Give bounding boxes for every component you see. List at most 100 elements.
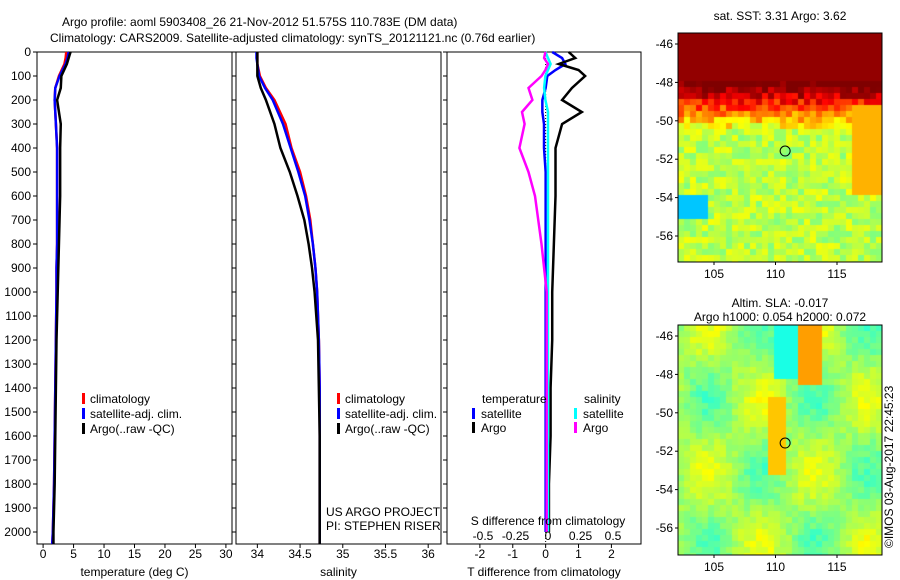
sla-map-image bbox=[678, 325, 882, 555]
legend-label: Argo(..raw -QC) bbox=[345, 422, 430, 436]
legend-swatch bbox=[337, 393, 340, 404]
y-tick-label: 1300 bbox=[4, 357, 31, 371]
legend-label: Argo bbox=[583, 421, 609, 435]
x-tick-label: 35 bbox=[336, 547, 350, 561]
y-tick-label: 1700 bbox=[4, 453, 31, 467]
legend-label: climatology bbox=[90, 392, 150, 406]
profile-line-2 bbox=[256, 52, 321, 544]
legend-label: satellite bbox=[481, 407, 522, 421]
annotation: PI: STEPHEN RISER bbox=[326, 519, 441, 533]
profile-line-2 bbox=[52, 51, 72, 544]
y-tick-label: 100 bbox=[11, 69, 31, 83]
lat-tick-label: -48 bbox=[656, 75, 674, 89]
y-tick-label: 1600 bbox=[4, 429, 31, 443]
y-tick-label: 200 bbox=[11, 93, 31, 107]
x2-tick-label: 0.5 bbox=[605, 529, 622, 543]
y-tick-label: 1400 bbox=[4, 381, 31, 395]
x2-tick-label: 0.25 bbox=[569, 529, 593, 543]
x2-tick-label: -0.25 bbox=[502, 529, 530, 543]
map-frame bbox=[677, 324, 883, 556]
legend-swatch bbox=[337, 408, 340, 419]
x-tick-label: 35.5 bbox=[374, 547, 398, 561]
x-tick-label: 1 bbox=[575, 547, 582, 561]
y-tick-label: 1800 bbox=[4, 477, 31, 491]
legend-label: climatology bbox=[345, 392, 405, 406]
lat-tick-label: -56 bbox=[656, 229, 674, 243]
sst-map-axes: sat. SST: 3.31 Argo: 3.62 -46 -48 -50 -52 -54… bbox=[656, 9, 883, 281]
plot-frame bbox=[36, 51, 233, 545]
lat-tick-label: -54 bbox=[656, 191, 674, 205]
temperature-panel: 0100200300400500600700800900100011001200… bbox=[4, 45, 233, 579]
map-title: sat. SST: 3.31 Argo: 3.62 bbox=[714, 9, 847, 23]
title-line1: Argo profile: aoml 5903408_26 21-Nov-201… bbox=[62, 15, 457, 29]
argo-location-marker bbox=[779, 437, 791, 449]
x-tick-label: 5 bbox=[70, 547, 77, 561]
lat-tick-label: -46 bbox=[656, 37, 674, 51]
map-frame bbox=[677, 32, 883, 263]
legend-swatch bbox=[472, 422, 475, 433]
legend-label: Argo(..raw -QC) bbox=[90, 422, 175, 436]
y-tick-label: 600 bbox=[11, 189, 31, 203]
lon-tick-label: 110 bbox=[766, 267, 785, 281]
argo-location-marker bbox=[779, 145, 791, 157]
y-tick-label: 500 bbox=[11, 165, 31, 179]
legend-swatch bbox=[472, 408, 475, 419]
difference-panel: -2 -1 0 1 2 T difference from climatology temp… bbox=[443, 50, 642, 579]
x-tick-label: -2 bbox=[475, 547, 486, 561]
lon-tick-label: 105 bbox=[704, 560, 724, 574]
lon-tick-label: 115 bbox=[827, 560, 846, 574]
legend-swatch bbox=[82, 408, 85, 419]
y-tick-label: 400 bbox=[11, 141, 31, 155]
sst-map-image bbox=[678, 33, 882, 262]
x-axis-label: salinity bbox=[320, 565, 357, 579]
lat-tick-label: -50 bbox=[656, 406, 674, 420]
annotation: US ARGO PROJECT bbox=[326, 505, 441, 519]
lat-tick-label: -46 bbox=[656, 329, 674, 343]
map-title: Altim. SLA: -0.017 bbox=[732, 296, 829, 310]
map-title-2: Argo h1000: 0.054 h2000: 0.072 bbox=[694, 310, 866, 324]
legend-title: salinity bbox=[584, 392, 621, 406]
x-tick-label: 0 bbox=[40, 547, 47, 561]
x-tick-label: 34.5 bbox=[288, 547, 312, 561]
x-tick-label: 20 bbox=[158, 547, 172, 561]
credit-text: ©IMOS 03-Aug-2017 22:45:23 bbox=[882, 385, 896, 548]
lat-tick-label: -52 bbox=[656, 444, 674, 458]
x-tick-label: 36 bbox=[422, 547, 436, 561]
profile-line-0 bbox=[256, 52, 321, 544]
x-axis-label: temperature (deg C) bbox=[80, 565, 188, 579]
x2-tick-label: 0 bbox=[545, 529, 552, 543]
y-tick-label: 1100 bbox=[5, 309, 31, 323]
legend-label: satellite-adj. clim. bbox=[90, 407, 182, 421]
title-line2: Climatology: CARS2009. Satellite-adjuste… bbox=[50, 31, 535, 45]
y-tick-label: 0 bbox=[24, 45, 31, 59]
profile-line-1 bbox=[255, 52, 321, 544]
legend-swatch bbox=[574, 422, 577, 433]
lat-tick-label: -50 bbox=[656, 114, 674, 128]
lat-tick-label: -56 bbox=[656, 521, 674, 535]
y-tick-label: 1500 bbox=[4, 405, 31, 419]
legend-swatch bbox=[574, 408, 577, 419]
y-tick-label: 1000 bbox=[4, 285, 31, 299]
x-tick-label: 30 bbox=[219, 547, 233, 561]
x2-axis-label: S difference from climatology bbox=[471, 514, 626, 528]
y-tick-label: 700 bbox=[11, 213, 31, 227]
x-tick-label: 15 bbox=[128, 547, 142, 561]
legend-label: Argo bbox=[481, 421, 507, 435]
x-tick-label: -1 bbox=[507, 547, 518, 561]
legend-label: satellite bbox=[583, 407, 624, 421]
x-tick-label: 2 bbox=[608, 547, 615, 561]
legend-label: satellite-adj. clim. bbox=[345, 407, 437, 421]
x-tick-label: 34 bbox=[251, 547, 265, 561]
legend-title: temperature bbox=[482, 392, 547, 406]
x-tick-label: 25 bbox=[189, 547, 203, 561]
lat-tick-label: -54 bbox=[656, 483, 674, 497]
y-tick-label: 1200 bbox=[4, 333, 31, 347]
y-tick-label: 2000 bbox=[4, 525, 31, 539]
legend-swatch bbox=[82, 423, 85, 434]
salinity-panel: 34 34.5 35 35.5 36 salinity climatologysatelli… bbox=[232, 51, 442, 579]
y-tick-label: 800 bbox=[11, 237, 31, 251]
diff-line-1 bbox=[547, 51, 587, 532]
x-tick-label: 0 bbox=[542, 547, 549, 561]
legend-swatch bbox=[82, 393, 85, 404]
